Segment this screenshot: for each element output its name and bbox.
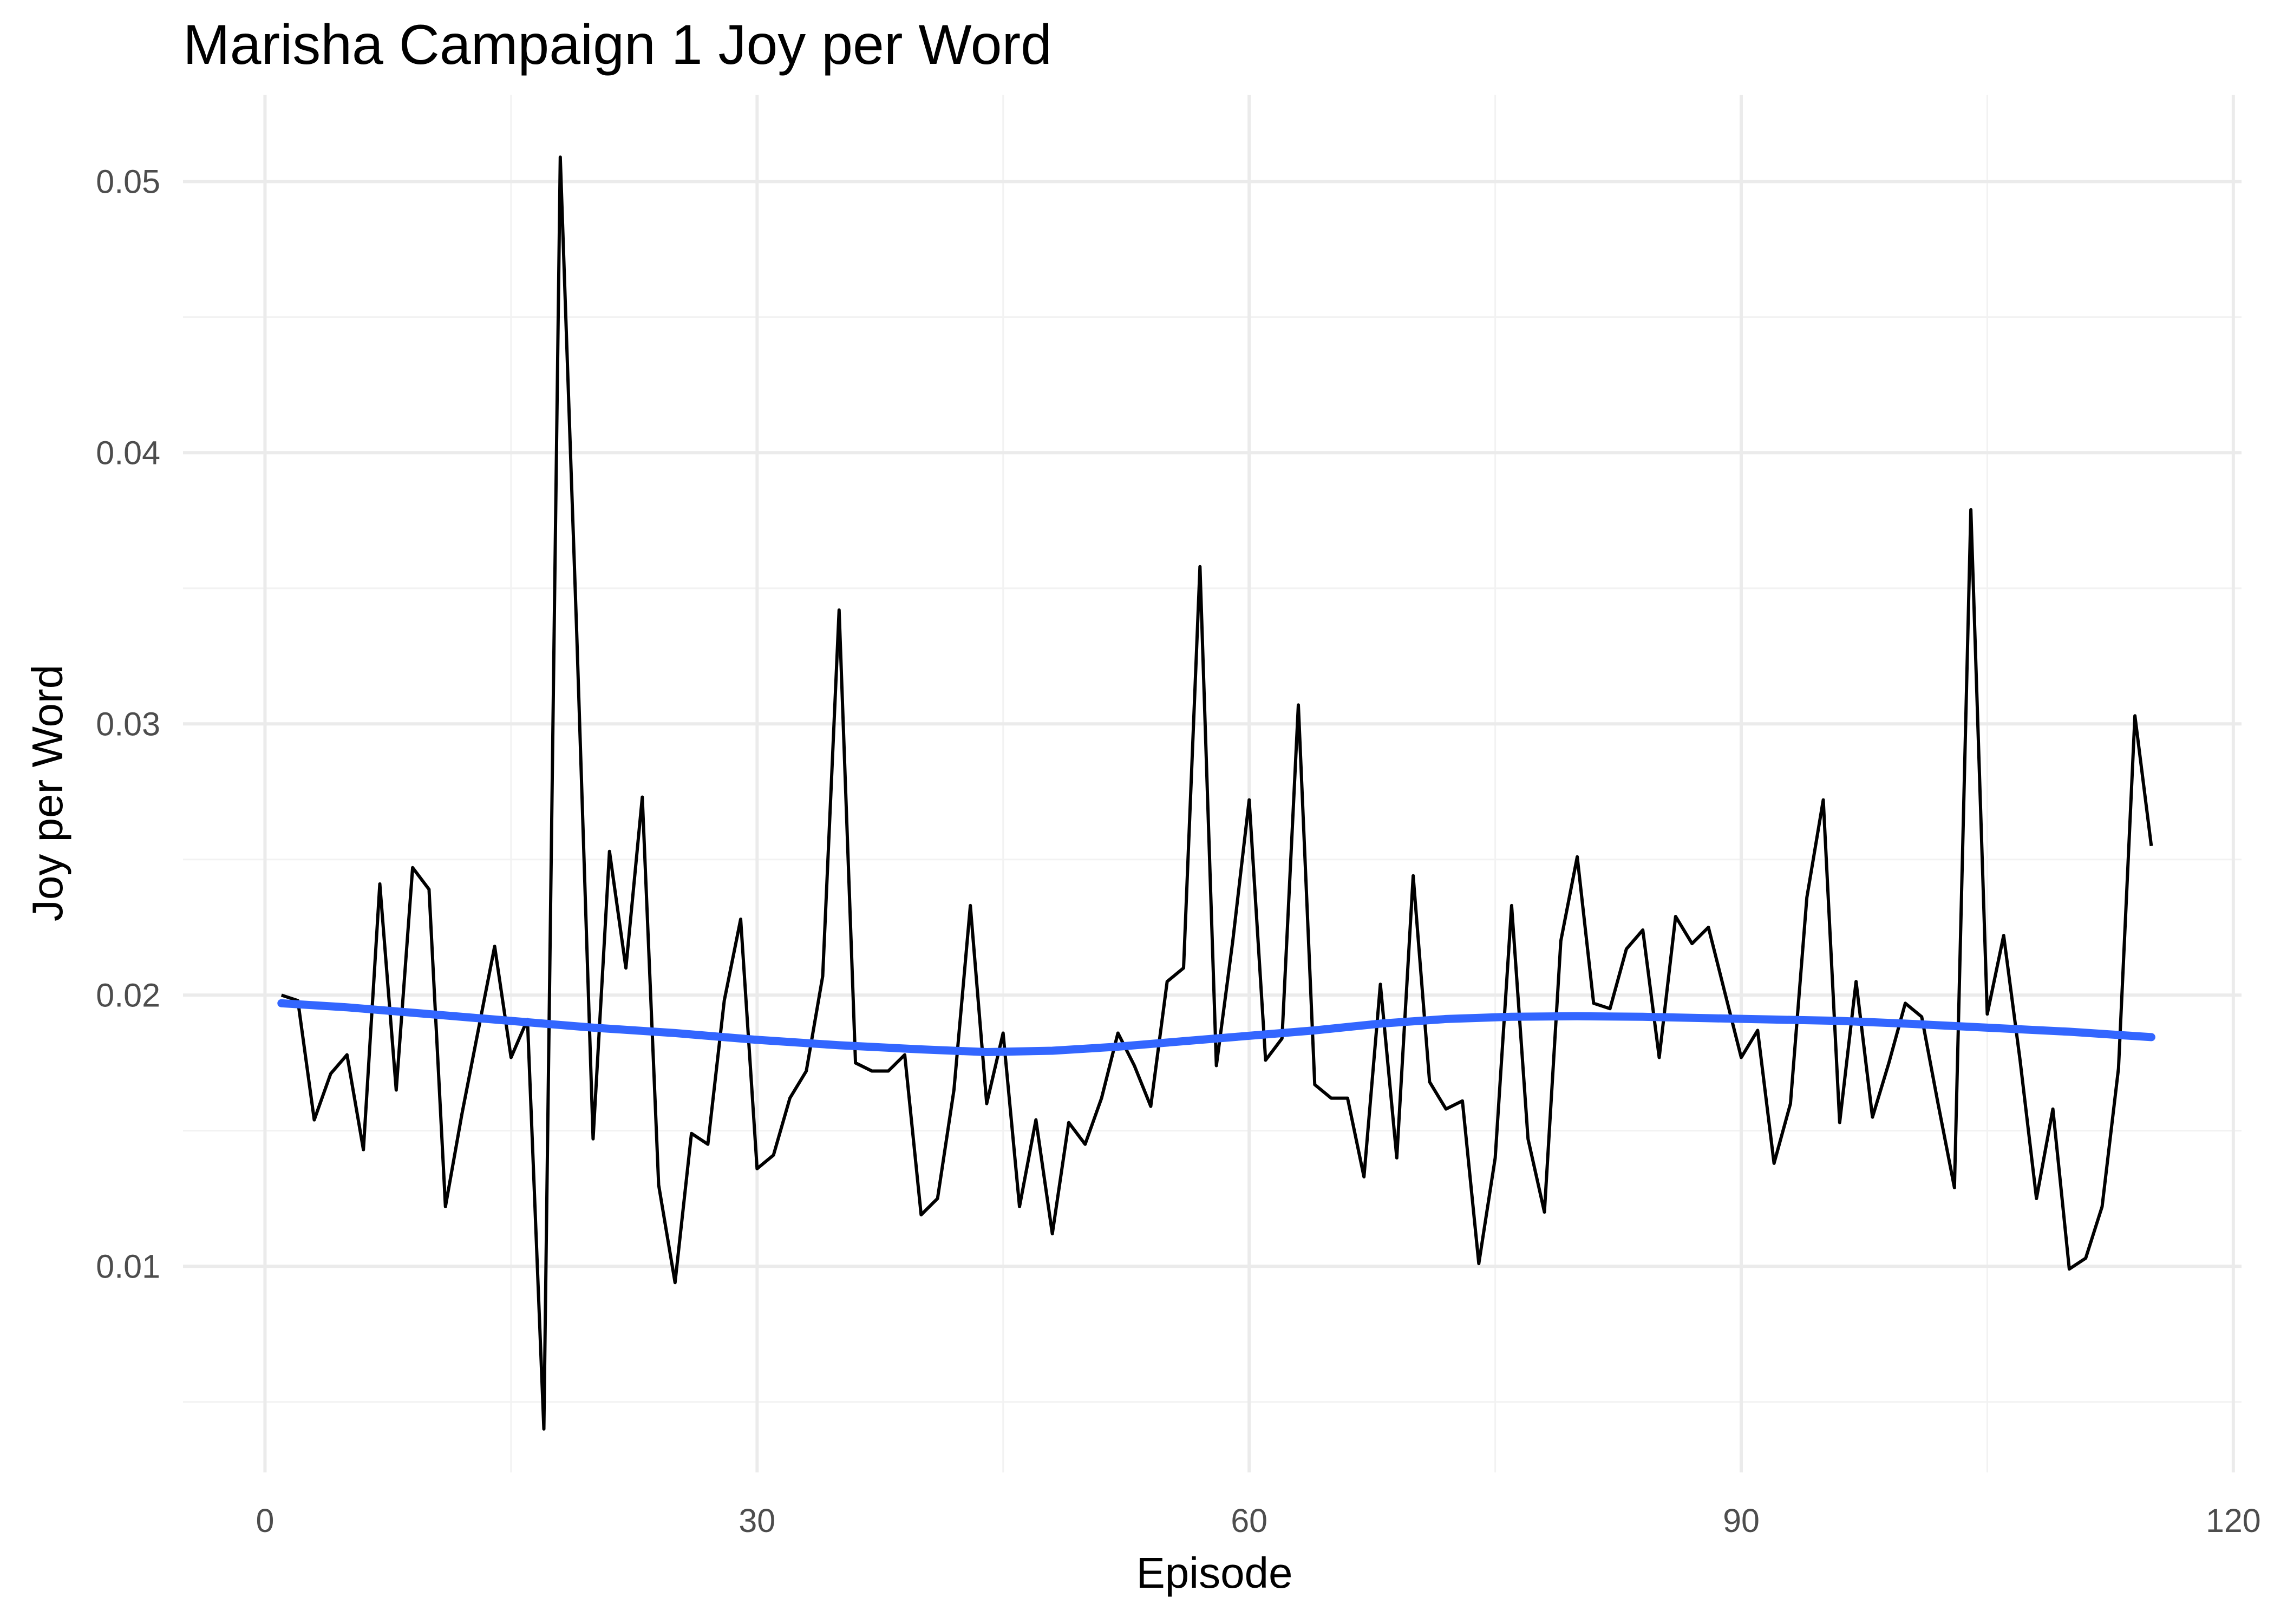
y-tick-label: 0.04	[96, 434, 160, 471]
y-tick-label: 0.02	[96, 977, 160, 1013]
grid	[183, 95, 2242, 1472]
x-tick-label: 90	[1723, 1502, 1760, 1539]
x-tick-label: 120	[2206, 1502, 2261, 1539]
y-tick-label: 0.03	[96, 705, 160, 742]
joy-per-word-line	[280, 155, 2153, 1431]
smooth-trend-line	[277, 999, 2155, 1056]
y-tick-label: 0.01	[96, 1248, 160, 1285]
y-tick-label: 0.05	[96, 163, 160, 200]
series-layer	[277, 155, 2155, 1431]
x-tick-label: 0	[256, 1502, 275, 1539]
chart-title: Marisha Campaign 1 Joy per Word	[183, 14, 1052, 76]
x-tick-label: 30	[739, 1502, 775, 1539]
x-axis-title: Episode	[1136, 1549, 1292, 1597]
y-axis-title: Joy per Word	[23, 665, 71, 921]
x-tick-label: 60	[1231, 1502, 1267, 1539]
tick-labels: 0 30 60 90 120 0.01 0.02 0.03 0.04 0.05	[96, 163, 2260, 1539]
